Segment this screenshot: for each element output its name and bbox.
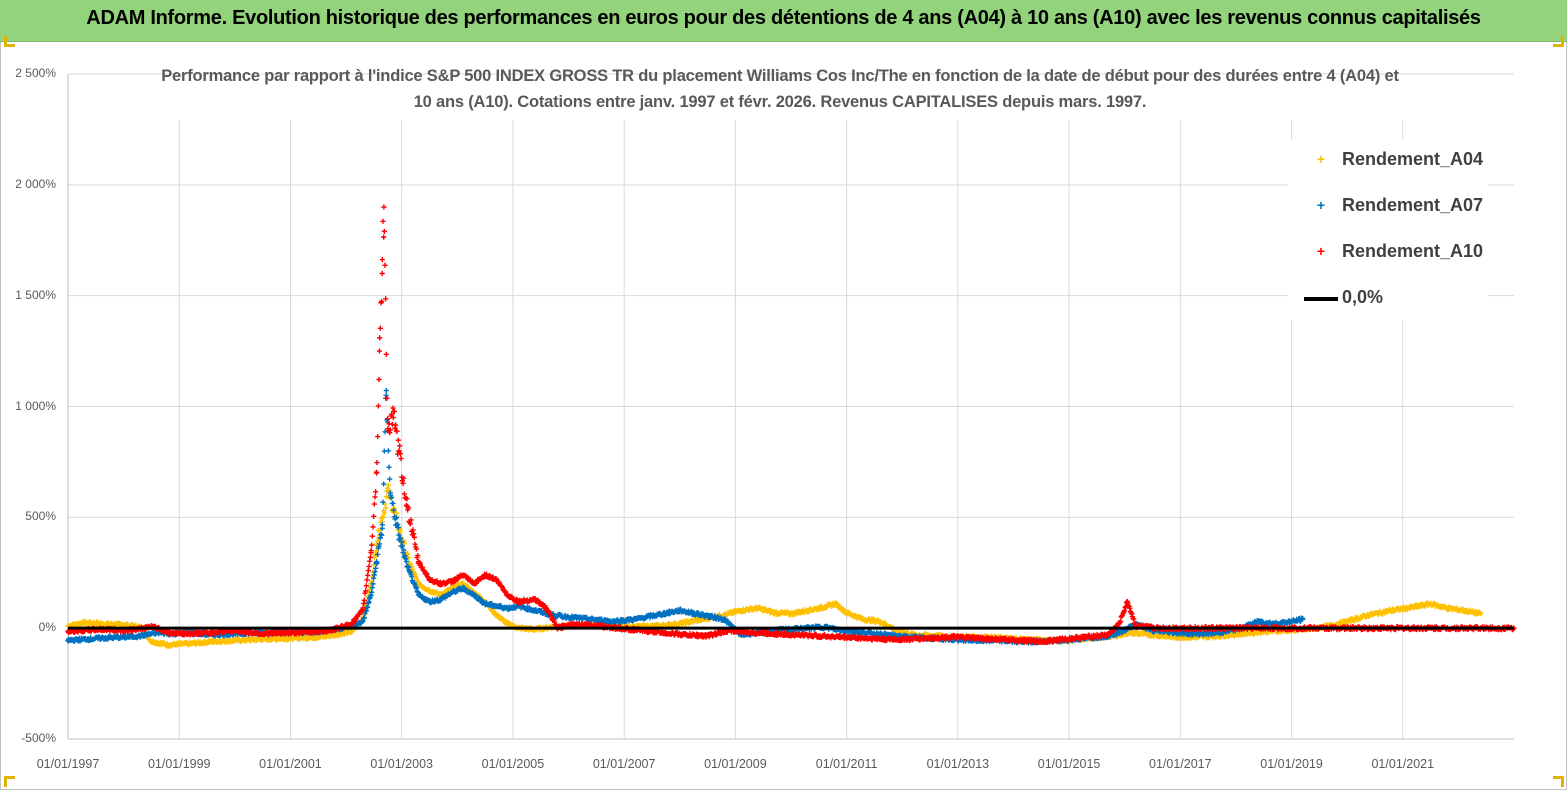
- x-tick-label: 01/01/2017: [1149, 757, 1212, 771]
- x-tick-label: 01/01/2003: [370, 757, 433, 771]
- x-tick-label: 01/01/2013: [926, 757, 990, 771]
- chart-legend: + Rendement_A04 + Rendement_A07 + Rendem…: [1288, 140, 1488, 320]
- x-tick-label: 01/01/1999: [147, 757, 211, 771]
- y-tick-label: 2 000%: [15, 176, 56, 191]
- y-tick-label: -500%: [21, 731, 56, 745]
- legend-marker-a04: +: [1316, 151, 1326, 167]
- y-tick-label: 1 500%: [15, 287, 56, 302]
- x-tick-label: 01/01/2011: [815, 757, 878, 771]
- legend-label-a04: Rendement_A04: [1342, 149, 1484, 169]
- chart-title: Performance par rapport à l'indice S&P 5…: [161, 67, 1399, 111]
- series-rendement-a07: [65, 387, 1306, 646]
- y-tick-label: 500%: [25, 509, 56, 524]
- legend-label-zero: 0,0%: [1342, 287, 1384, 307]
- x-tick-label: 01/01/2015: [1037, 757, 1101, 771]
- x-tick-label: 01/01/1997: [36, 757, 100, 771]
- legend-item-zero-line: 0,0%: [1288, 284, 1488, 314]
- y-tick-label: 0%: [38, 620, 56, 635]
- x-tick-label: 01/01/2009: [704, 757, 767, 771]
- corner-handle-bottom-right: [1553, 776, 1564, 787]
- legend-label-a07: Rendement_A07: [1342, 195, 1484, 215]
- corner-handle-bottom-left: [4, 776, 15, 787]
- x-tick-label: 01/01/2001: [259, 757, 322, 771]
- x-tick-label: 01/01/2021: [1371, 757, 1435, 771]
- y-tick-label: 2 500%: [15, 66, 56, 80]
- legend-item-a04: + Rendement_A04: [1288, 146, 1488, 176]
- header-banner: ADAM Informe. Evolution historique des p…: [0, 0, 1567, 42]
- legend-label-a10: Rendement_A10: [1342, 241, 1484, 261]
- corner-handle-top-left: [4, 36, 15, 47]
- legend-item-a07: + Rendement_A07: [1288, 192, 1488, 222]
- legend-marker-a10: +: [1316, 243, 1326, 259]
- corner-handle-top-right: [1553, 36, 1564, 47]
- series-markers: [65, 387, 1306, 646]
- legend-line-zero: [1304, 297, 1338, 301]
- x-tick-label: 01/01/2005: [481, 757, 545, 771]
- page-title: ADAM Informe. Evolution historique des p…: [86, 7, 1481, 29]
- legend-item-a10: + Rendement_A10: [1288, 238, 1488, 268]
- legend-marker-a07: +: [1316, 197, 1326, 213]
- x-tick-label: 01/01/2019: [1260, 757, 1323, 771]
- y-tick-label: 1 000%: [15, 398, 56, 413]
- x-tick-label: 01/01/2007: [592, 757, 656, 771]
